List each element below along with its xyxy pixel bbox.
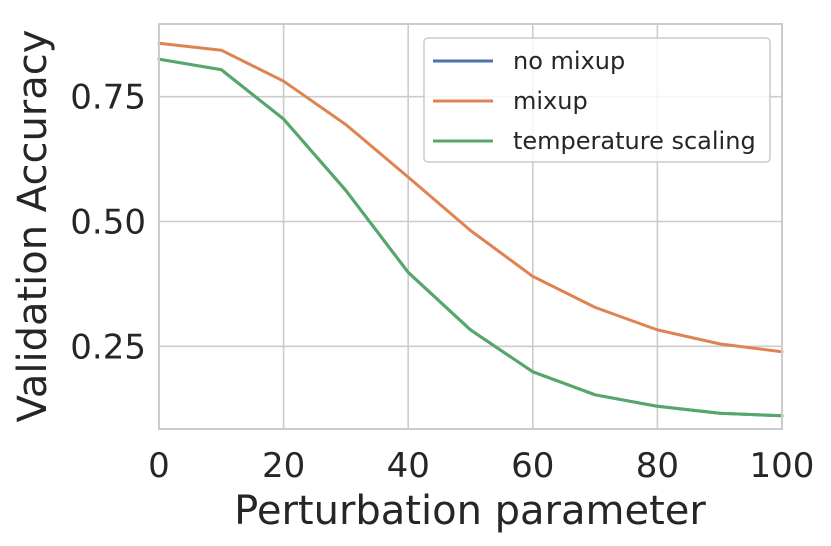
y-tick-labels: 0.25 0.50 0.75 [70,78,146,368]
legend-label-no-mixup: no mixup [513,47,625,75]
series-line-mixup [157,41,784,354]
y-tick-label: 0.50 [70,203,146,243]
x-tick-label: 40 [387,446,430,486]
x-tick-label: 100 [750,446,815,486]
x-tick-label: 0 [148,446,170,486]
legend-label-mixup: mixup [513,87,588,115]
x-tick-label: 60 [511,446,554,486]
x-tick-label: 80 [636,446,679,486]
legend-box [423,37,771,163]
x-tick-labels: 0 20 40 60 80 100 [148,446,814,486]
series-lines [157,41,784,418]
y-tick-label: 0.75 [70,78,146,118]
legend: no mixup mixup temperature scaling [423,37,771,163]
plot-frame [158,23,783,430]
x-tick-label: 20 [262,446,305,486]
legend-label-temperature-scaling: temperature scaling [513,127,756,155]
x-axis-label: Perturbation parameter [234,488,706,534]
y-tick-label: 0.25 [70,327,146,367]
series-line-temperature-scaling [157,57,784,418]
y-axis-label: Validation Accuracy [10,30,56,423]
